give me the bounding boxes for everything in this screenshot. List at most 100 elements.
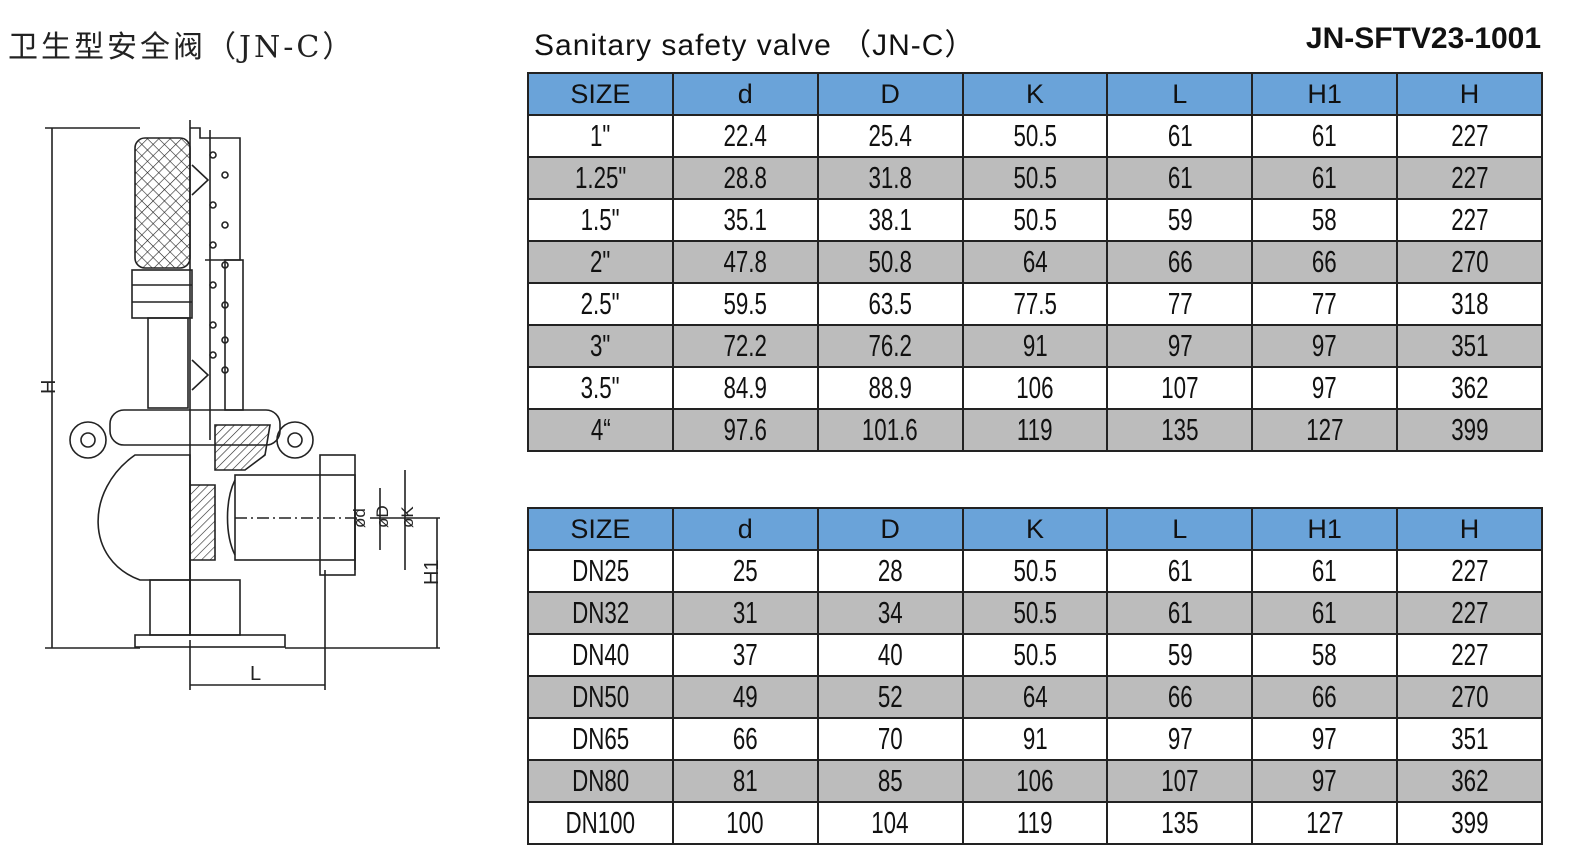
cell-value: 227 <box>1450 637 1489 672</box>
table-row: 2.5" 59.5 63.5 77.5 77 77 318 <box>527 282 1543 326</box>
table-cell: 50.5 <box>961 633 1109 677</box>
table-cell: 61 <box>1106 114 1254 158</box>
table-cell: DN32 <box>527 591 674 635</box>
cell-value: 25.4 <box>868 118 912 153</box>
table-cell: 106 <box>961 366 1109 410</box>
dim-label-D: øD <box>373 505 392 528</box>
table-cell: 66 <box>671 717 819 761</box>
table-cell: 66 <box>1251 240 1399 284</box>
table-cell: 107 <box>1106 366 1254 410</box>
cell-value: 227 <box>1450 202 1489 237</box>
cell-value: 38.1 <box>868 202 912 237</box>
cell-value: 66 <box>1167 679 1193 714</box>
table-cell: 318 <box>1396 282 1543 326</box>
table-cell: 91 <box>961 717 1109 761</box>
cell-value: 50.5 <box>1013 553 1057 588</box>
table-cell: 3.5" <box>527 366 674 410</box>
cell-value: DN50 <box>571 679 629 714</box>
table-cell: 31.8 <box>816 156 964 200</box>
table-cell: DN80 <box>527 759 674 803</box>
table-cell: 91 <box>961 324 1109 368</box>
spec-table-inch: SIZE d D K L H1 H 1" 22.4 25.4 50.5 61 61 227 1.25" 28… <box>527 72 1543 452</box>
column-header-k: K <box>961 72 1109 116</box>
dim-label-L: L <box>250 663 261 685</box>
table-cell: 227 <box>1396 198 1543 242</box>
cell-value: 61 <box>1167 595 1193 630</box>
table-cell: DN100 <box>527 801 674 845</box>
cell-value: 47.8 <box>723 244 767 279</box>
cell-value: 399 <box>1450 805 1489 840</box>
table-cell: 58 <box>1251 633 1399 677</box>
table-cell: 227 <box>1396 591 1543 635</box>
table-cell: 81 <box>671 759 819 803</box>
table-cell: 97 <box>1251 717 1399 761</box>
cell-value: DN65 <box>571 721 629 756</box>
table-cell: 104 <box>816 801 964 845</box>
table-cell: 77.5 <box>961 282 1109 326</box>
cell-value: 66 <box>1312 244 1338 279</box>
cell-value: 97 <box>1312 370 1338 405</box>
column-header-d: d <box>671 507 819 551</box>
cell-value: 50.5 <box>1013 202 1057 237</box>
table-header-row: SIZE d D K L H1 H <box>527 72 1543 116</box>
cell-value: DN40 <box>571 637 629 672</box>
cell-value: 101.6 <box>862 412 919 447</box>
table-cell: 66 <box>1251 675 1399 719</box>
page-title-chinese: 卫生型安全阀（JN-C） <box>8 30 356 65</box>
cell-value: 107 <box>1161 370 1199 405</box>
table-cell: 351 <box>1396 717 1543 761</box>
bottom-ferrule <box>149 579 191 636</box>
table-cell: 28.8 <box>671 156 819 200</box>
knurled-cap <box>134 137 191 269</box>
dim-label-H: H <box>40 380 60 394</box>
table-cell: 35.1 <box>671 198 819 242</box>
cell-value: 399 <box>1450 412 1489 447</box>
cell-value: 28.8 <box>723 160 767 195</box>
table-cell: 399 <box>1396 801 1543 845</box>
table-row: 1.25" 28.8 31.8 50.5 61 61 227 <box>527 156 1543 200</box>
table-cell: DN25 <box>527 549 674 593</box>
table-header-row: SIZE d D K L H1 H <box>527 507 1543 551</box>
dim-label-d: ød <box>350 508 369 528</box>
cell-value: 61 <box>1167 118 1193 153</box>
cell-value: 1.25" <box>574 160 627 195</box>
column-header-l: L <box>1106 507 1254 551</box>
cell-value: 2" <box>590 244 611 279</box>
table-row: DN40 37 40 50.5 59 58 227 <box>527 633 1543 677</box>
cell-value: 227 <box>1450 553 1489 588</box>
cell-value: 25 <box>732 553 758 588</box>
cell-value: 77 <box>1167 286 1193 321</box>
cell-value: 97 <box>1312 721 1338 756</box>
table-cell: 72.2 <box>671 324 819 368</box>
table-cell: 351 <box>1396 324 1543 368</box>
table-cell: 3" <box>527 324 674 368</box>
table-cell: 50.5 <box>961 114 1109 158</box>
table-cell: 2.5" <box>527 282 674 326</box>
spec-table-dn: SIZE d D K L H1 H DN25 25 28 50.5 61 61 227 DN32 31 34 5… <box>527 507 1543 845</box>
cell-value: 31 <box>732 595 758 630</box>
cell-value: DN32 <box>571 595 629 630</box>
table-cell: 100 <box>671 801 819 845</box>
cell-value: 31.8 <box>868 160 912 195</box>
cell-value: 3.5" <box>580 370 620 405</box>
table-cell: 61 <box>1106 549 1254 593</box>
cell-value: 91 <box>1022 721 1048 756</box>
table-row: DN50 49 52 64 66 66 270 <box>527 675 1543 719</box>
cell-value: 270 <box>1450 679 1489 714</box>
table-cell: 63.5 <box>816 282 964 326</box>
table-cell: 101.6 <box>816 408 964 452</box>
cell-value: 76.2 <box>868 328 912 363</box>
cell-value: 97 <box>1167 721 1193 756</box>
cell-value: 52 <box>877 679 903 714</box>
column-header-h: H <box>1396 72 1543 116</box>
column-header-h1: H1 <box>1251 72 1399 116</box>
table-cell: 70 <box>816 717 964 761</box>
table-cell: 1.5" <box>527 198 674 242</box>
cap-hood <box>190 127 241 261</box>
cell-value: 61 <box>1167 160 1193 195</box>
table-cell: 227 <box>1396 633 1543 677</box>
cell-value: DN100 <box>565 805 636 840</box>
table-cell: 77 <box>1251 282 1399 326</box>
cell-value: 119 <box>1017 412 1053 447</box>
cell-value: 50.5 <box>1013 595 1057 630</box>
